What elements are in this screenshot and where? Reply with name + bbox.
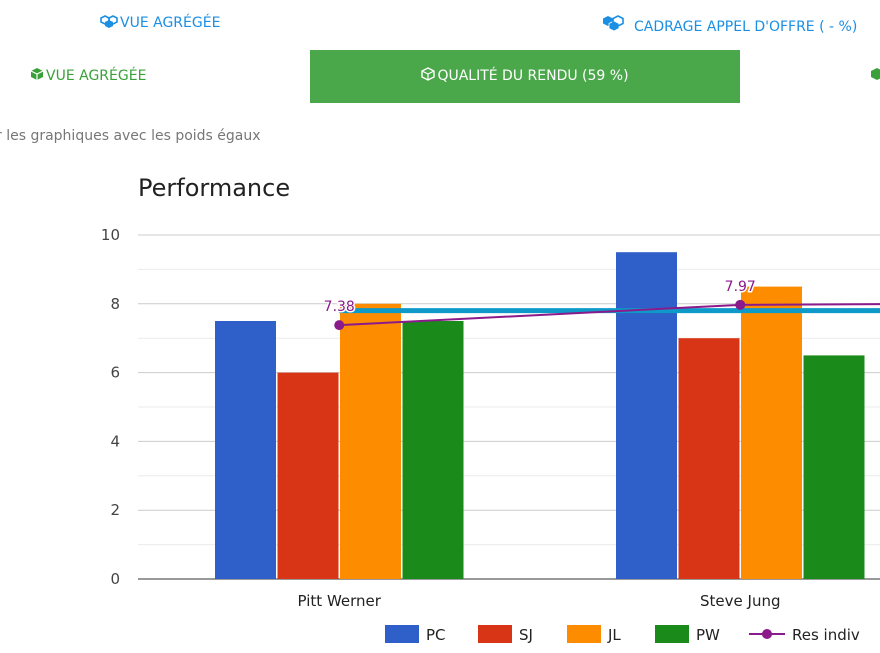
tab-vue-agregee-top[interactable]: VUE AGRÉGÉE — [100, 15, 220, 31]
legend-swatch-pw — [655, 625, 689, 643]
bar-sj — [678, 338, 740, 579]
top-tabs: VUE AGRÉGÉE CADRAGE APPEL D'OFFRE ( - %) — [0, 0, 880, 50]
bar-pw — [803, 355, 865, 579]
bar-pc — [215, 321, 276, 579]
legend-swatch-jl — [567, 625, 601, 643]
subtab-vue-agregee[interactable]: VUE AGRÉGÉE — [30, 50, 146, 103]
legend-label-pc: PC — [426, 626, 446, 644]
bar-pc — [616, 252, 677, 579]
y-tick-label: 0 — [110, 570, 120, 588]
tab-cadrage-label: CADRAGE APPEL D'OFFRE ( - %) — [634, 19, 858, 35]
subtab-vue-agregee-label: VUE AGRÉGÉE — [46, 68, 147, 84]
legend-label-res-indiv: Res indiv — [792, 626, 860, 644]
performance-chart: Performance 0 2 4 6 8 10 Pitt Werner Steve Jung 7… — [101, 174, 880, 644]
legend-marker-res-indiv — [762, 629, 772, 639]
bar-jl — [741, 286, 802, 579]
cube-icon — [421, 67, 436, 81]
subtab-qualite-du-rendu[interactable]: QUALITÉ DU RENDU (59 %) — [310, 50, 740, 103]
subtab-qualite-du-rendu-label: QUALITÉ DU RENDU (59 %) — [437, 68, 629, 84]
bar-jl — [340, 303, 401, 579]
y-tick-label: 4 — [110, 432, 120, 450]
cube-icon — [871, 68, 880, 80]
cube-icon — [30, 68, 44, 80]
tab-cadrage[interactable]: CADRAGE APPEL D'OFFRE ( - %) — [602, 15, 857, 35]
legend-label-jl: JL — [607, 626, 621, 644]
legend-label-pw: PW — [696, 626, 720, 644]
res-indiv-data-label: 7.38 — [324, 299, 355, 315]
bar-sj — [277, 372, 339, 579]
y-tick-label: 10 — [101, 226, 120, 244]
legend-label-sj: SJ — [519, 626, 533, 644]
category-label: Pitt Werner — [298, 592, 382, 610]
legend-swatch-sj — [478, 625, 512, 643]
y-tick-label: 2 — [110, 501, 120, 519]
cubes-icon — [100, 15, 118, 28]
tab-vue-agregee-top-label: VUE AGRÉGÉE — [120, 15, 221, 31]
bar-pw — [402, 321, 464, 579]
y-tick-label: 6 — [110, 364, 120, 382]
subtab-next[interactable] — [870, 50, 880, 103]
cubes-icon — [603, 15, 624, 32]
category-label: Steve Jung — [700, 592, 780, 610]
chart-title: Performance — [138, 174, 290, 202]
hint-text: r les graphiques avec les poids égaux — [0, 128, 261, 144]
res-indiv-data-label: 7.97 — [725, 279, 756, 295]
legend-swatch-pc — [385, 625, 419, 643]
res-indiv-point — [334, 320, 345, 331]
sub-tabs: VUE AGRÉGÉE QUALITÉ DU RENDU (59 %) — [0, 50, 880, 103]
y-tick-label: 8 — [110, 295, 120, 313]
res-indiv-point — [735, 299, 746, 310]
